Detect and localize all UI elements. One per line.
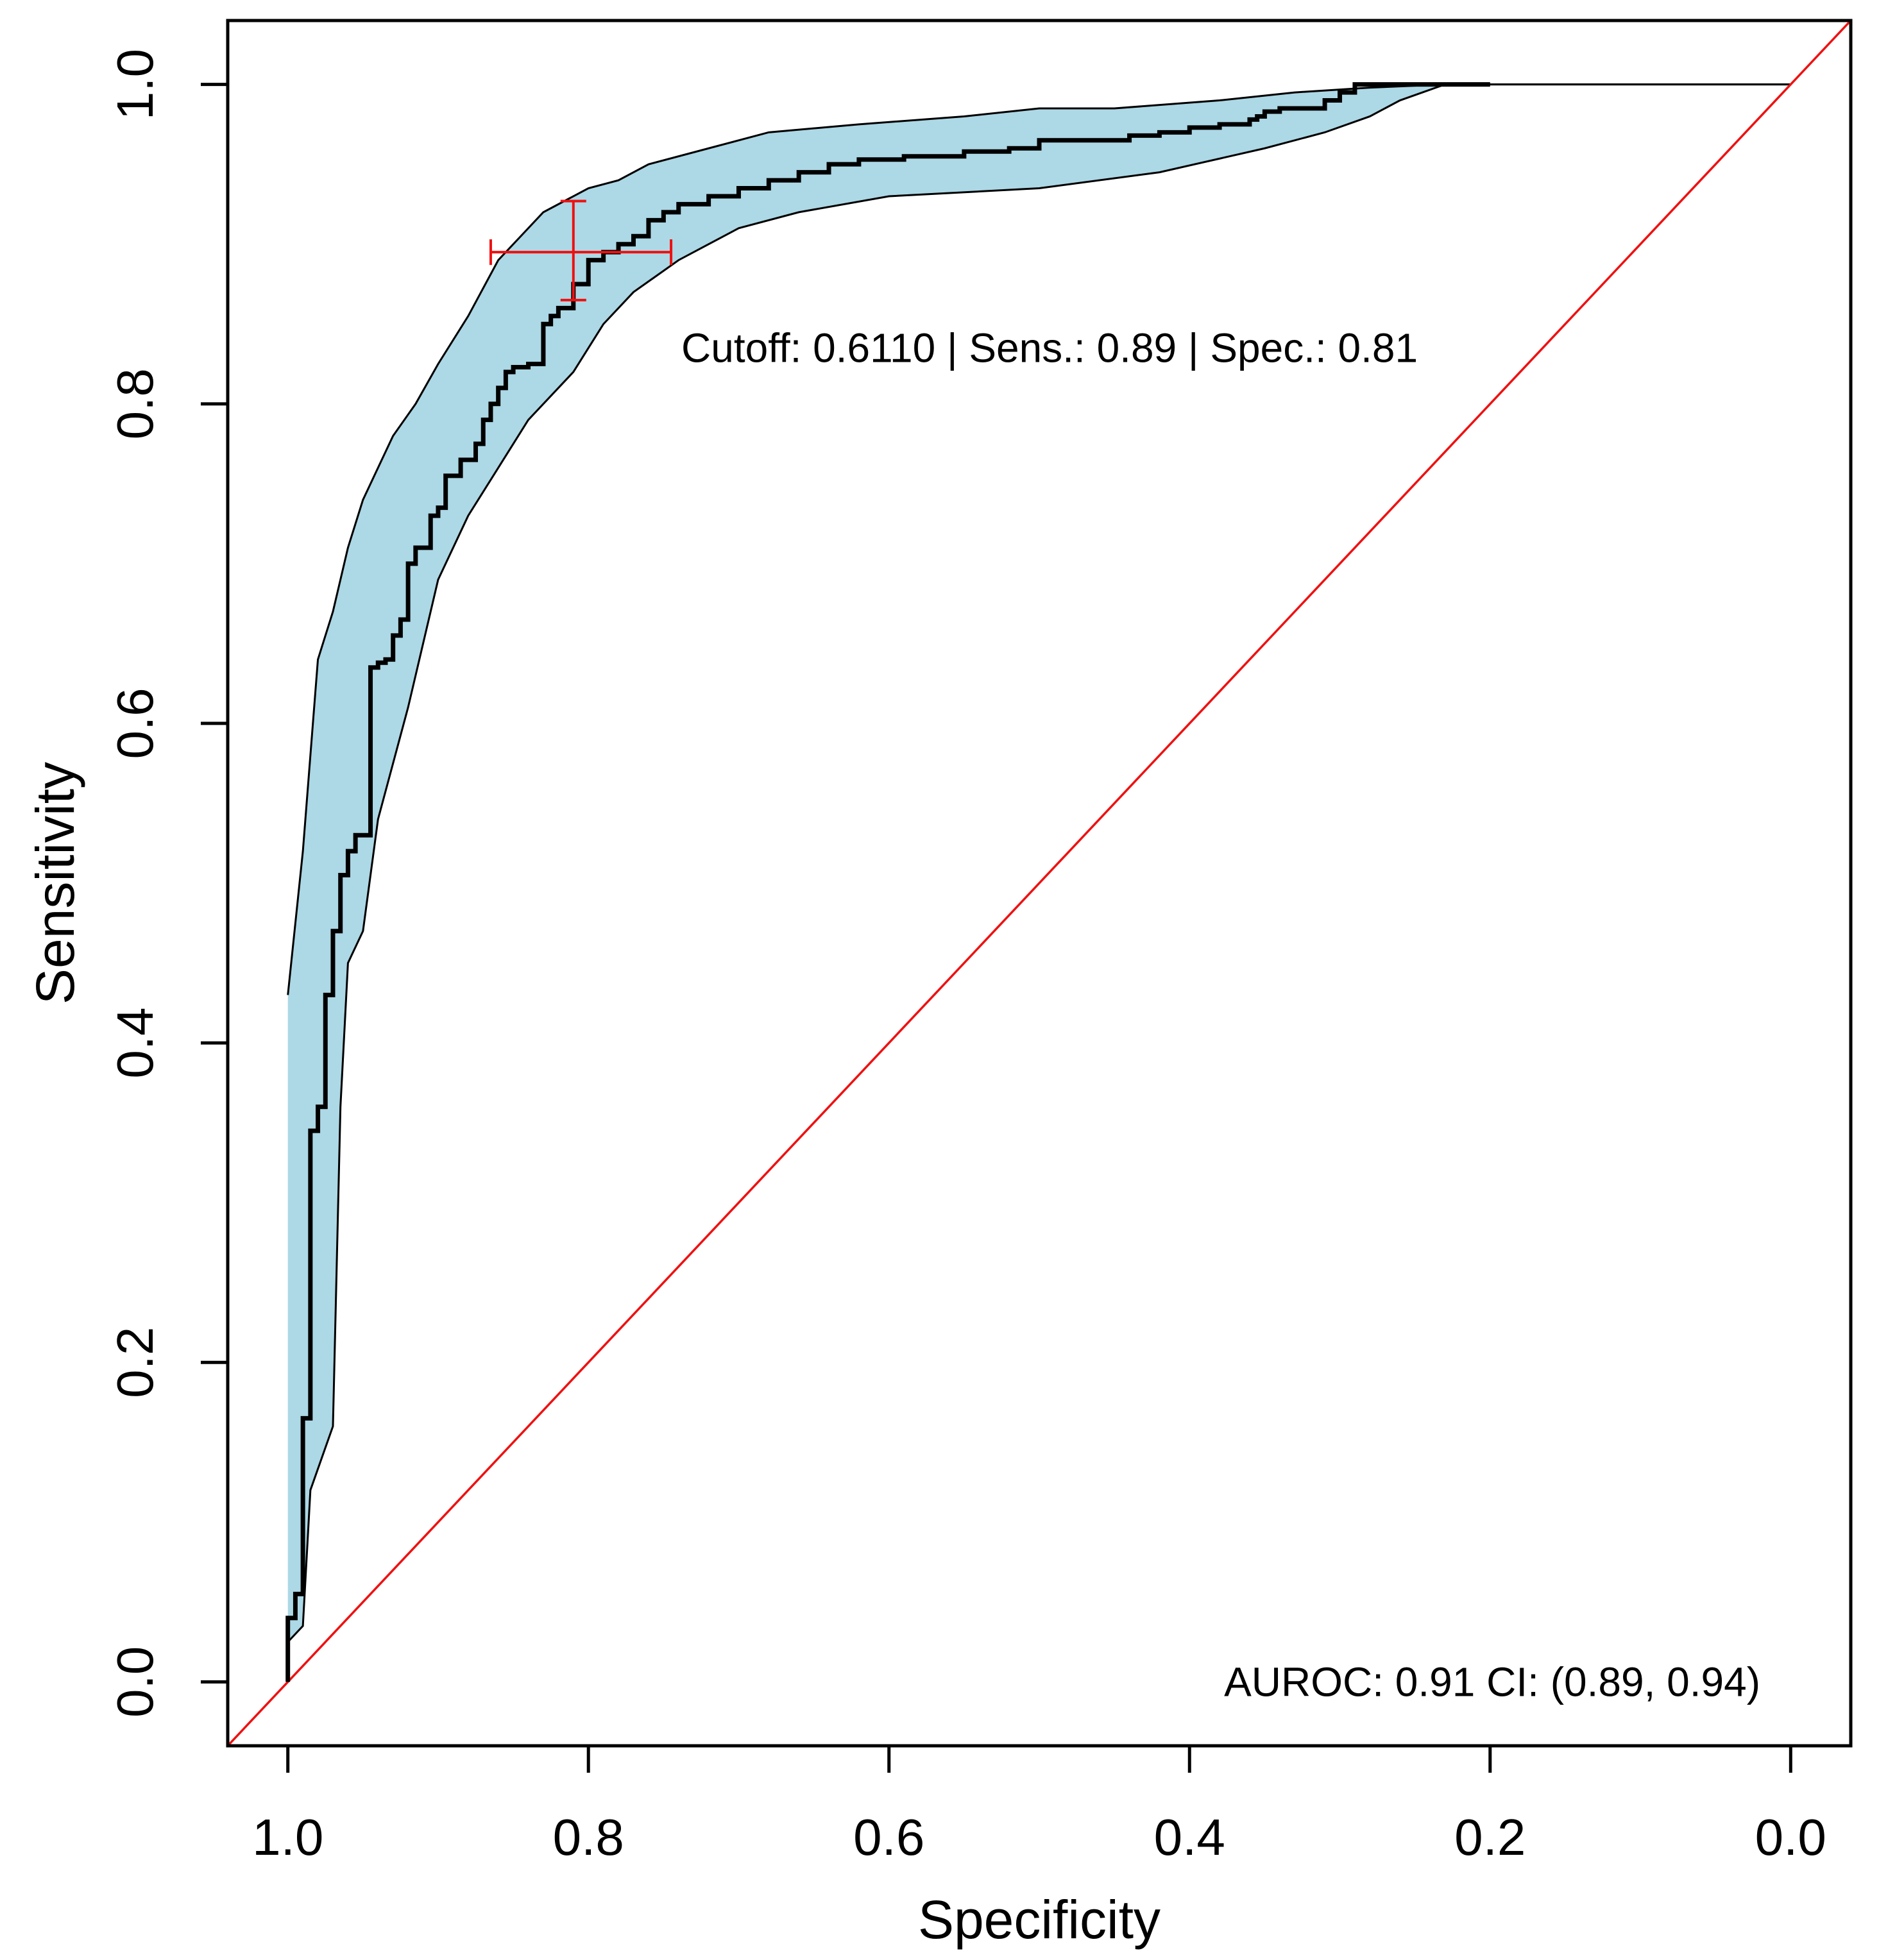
confidence-band bbox=[287, 83, 1791, 1643]
x-tick-label: 0.2 bbox=[1454, 1809, 1526, 1866]
operating-point bbox=[489, 199, 673, 301]
x-axis: 1.0 0.8 0.6 0.4 0.2 0.0 bbox=[252, 1744, 1826, 1866]
x-tick-label: 0.0 bbox=[1755, 1809, 1826, 1866]
y-axis-title: Sensitivity bbox=[25, 762, 85, 1004]
x-tick-label: 0.4 bbox=[1154, 1809, 1225, 1866]
cutoff-annotation: Cutoff: 0.6110 | Sens.: 0.89 | Spec.: 0.… bbox=[681, 325, 1418, 371]
x-tick-label: 1.0 bbox=[252, 1809, 323, 1866]
x-axis-title: Specificity bbox=[918, 1889, 1161, 1950]
confidence-band-upper bbox=[287, 83, 1791, 995]
y-tick-label: 0.4 bbox=[106, 1007, 164, 1078]
reference-line-group bbox=[228, 21, 1851, 1746]
y-axis: 0.0 0.2 0.4 0.6 0.8 1.0 bbox=[106, 49, 230, 1718]
roc-curve bbox=[285, 82, 1490, 1682]
auroc-annotation: AUROC: 0.91 CI: (0.89, 0.94) bbox=[1224, 1659, 1760, 1705]
y-tick-label: 0.8 bbox=[106, 368, 164, 439]
y-tick-label: 0.2 bbox=[106, 1327, 164, 1398]
roc-curve-group bbox=[285, 82, 1490, 1682]
x-tick-label: 0.8 bbox=[553, 1809, 624, 1866]
y-tick-label: 1.0 bbox=[106, 49, 164, 120]
confidence-band-lower bbox=[287, 83, 1791, 1643]
reference-diagonal bbox=[228, 21, 1851, 1746]
y-tick-label: 0.0 bbox=[106, 1646, 164, 1718]
y-tick-label: 0.6 bbox=[106, 688, 164, 759]
x-tick-label: 0.6 bbox=[853, 1809, 924, 1866]
confidence-band-fill bbox=[287, 84, 1791, 1643]
